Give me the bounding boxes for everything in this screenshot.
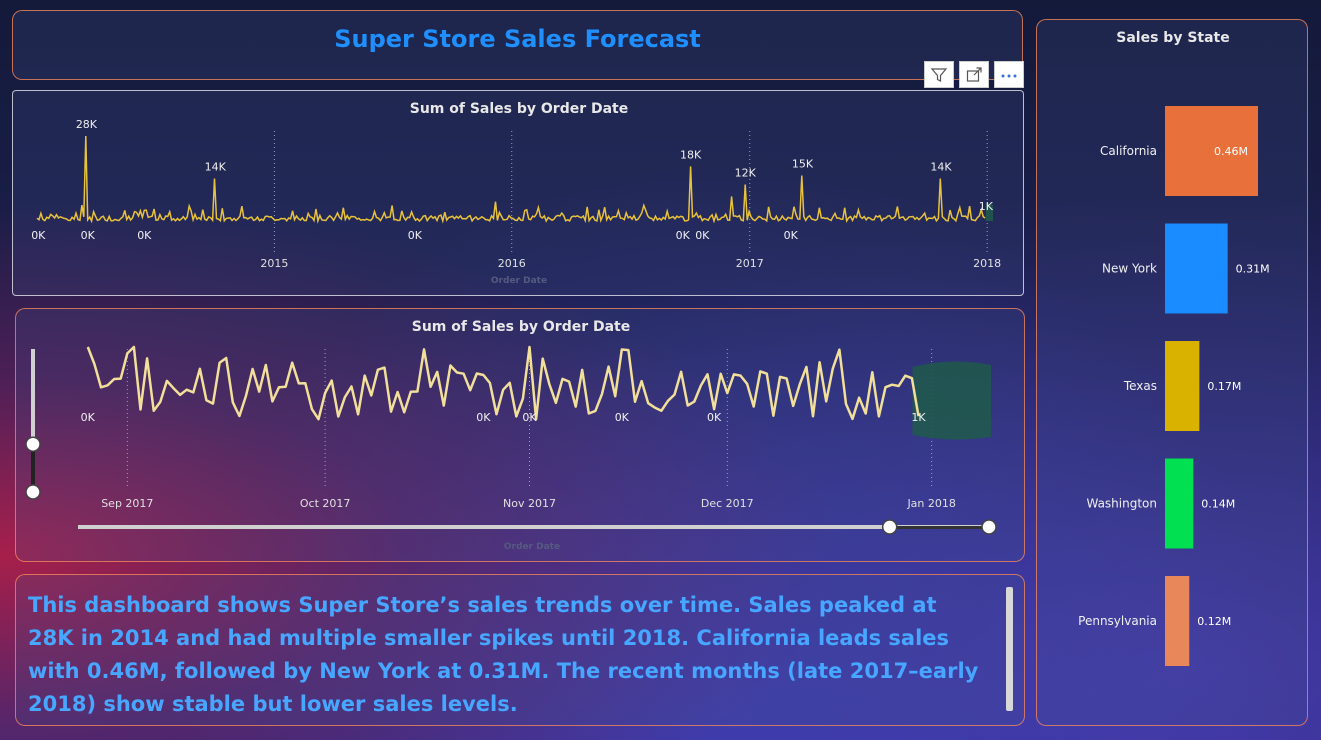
bar-value-label: 0.17M (1207, 380, 1241, 393)
filter-button[interactable] (924, 61, 954, 88)
bar[interactable] (1165, 458, 1194, 549)
data-label: 1K (979, 200, 994, 213)
forecast-band (912, 361, 991, 440)
sales-line[interactable] (86, 345, 920, 421)
category-label: Texas (1123, 379, 1157, 393)
horizontal-range-slider[interactable] (78, 519, 997, 535)
data-label: 0K (615, 411, 630, 424)
data-label: 18K (680, 148, 702, 161)
data-label: 0K (31, 229, 46, 242)
data-label: 28K (76, 118, 98, 131)
x-tick-label: Oct 2017 (300, 497, 351, 510)
data-label: 0K (81, 229, 96, 242)
data-label: 0K (81, 411, 96, 424)
data-label: 0K (695, 229, 710, 242)
bar[interactable] (1165, 223, 1228, 314)
vertical-slider-handle-bottom[interactable] (25, 484, 41, 500)
bar-value-label: 0.31M (1236, 263, 1270, 276)
vertical-slider-range (31, 444, 35, 492)
bar[interactable] (1165, 341, 1200, 431)
data-label: 0K (707, 411, 722, 424)
data-label: 0K (784, 229, 799, 242)
chart-title: Sum of Sales by Order Date (412, 319, 631, 335)
filter-icon (930, 67, 948, 82)
x-tick-label: Nov 2017 (503, 497, 556, 510)
title-panel: Super Store Sales Forecast (12, 10, 1023, 80)
data-label: 1K (911, 411, 926, 424)
horizontal-slider-track (78, 525, 990, 529)
vertical-range-slider[interactable] (25, 349, 41, 500)
summary-scrollbar[interactable] (1006, 587, 1013, 711)
vertical-slider-track (31, 349, 35, 493)
x-tick-label: Jan 2018 (906, 497, 955, 510)
data-label: 0K (522, 411, 537, 424)
data-label: 15K (792, 157, 814, 170)
data-label: 14K (205, 161, 227, 174)
data-label: 0K (476, 411, 491, 424)
bar[interactable] (1165, 106, 1258, 196)
sales-by-state-svg: Sales by State California 0.46M New York 0.… (1078, 30, 1270, 666)
data-label: 0K (408, 229, 423, 242)
focus-mode-icon (966, 66, 982, 82)
category-label: New York (1102, 262, 1157, 276)
x-tick-label: 2017 (736, 257, 764, 270)
visual-header-toolbar (924, 61, 1024, 89)
forecast-band (985, 203, 993, 221)
category-label: Washington (1086, 497, 1157, 511)
more-options-button[interactable] (994, 61, 1024, 88)
sales-line[interactable] (36, 135, 986, 224)
data-label: 12K (735, 167, 757, 180)
bar[interactable] (1165, 576, 1190, 666)
summary-text: This dashboard shows Super Store’s sales… (28, 593, 979, 716)
x-tick-label: Dec 2017 (701, 497, 754, 510)
sales-by-state-chart[interactable]: Sales by State California 0.46M New York 0.… (1036, 19, 1308, 726)
x-axis-label: Order Date (504, 542, 560, 552)
bar-value-label: 0.12M (1197, 615, 1231, 628)
horizontal-slider-handle-end[interactable] (981, 519, 997, 535)
x-tick-label: 2015 (260, 257, 288, 270)
more-options-icon (1001, 74, 1017, 77)
summary-panel: This dashboard shows Super Store’s sales… (15, 574, 1025, 726)
sales-by-date-zoom-chart[interactable]: Sum of Sales by Order Date 0K 0K 0K 0K 0K 1K … (15, 308, 1025, 562)
category-label: Pennsylvania (1078, 614, 1157, 628)
horizontal-slider-handle-start[interactable] (881, 519, 898, 535)
chart-title: Sum of Sales by Order Date (410, 101, 629, 117)
horizontal-slider-range (889, 526, 989, 529)
data-label: 0K (137, 229, 152, 242)
category-label: California (1100, 144, 1157, 158)
sales-by-date-svg: Sum of Sales by Order Date 0K 0K 28K 0K 14K 0… (31, 101, 1001, 286)
data-label: 0K (676, 229, 691, 242)
sales-by-date-chart[interactable]: Sum of Sales by Order Date 0K 0K 28K 0K 14K 0… (12, 90, 1024, 296)
focus-mode-button[interactable] (959, 61, 989, 88)
x-tick-label: 2016 (498, 257, 526, 270)
x-tick-label: 2018 (973, 257, 1001, 270)
vertical-slider-handle-top[interactable] (25, 436, 41, 452)
bar-value-label: 0.14M (1201, 498, 1235, 511)
bar-value-label: 0.46M (1214, 145, 1248, 158)
x-axis-label: Order Date (491, 276, 547, 286)
dashboard-title: Super Store Sales Forecast (334, 25, 701, 53)
chart-title: Sales by State (1116, 30, 1229, 46)
x-tick-label: Sep 2017 (101, 497, 153, 510)
sales-by-date-zoom-svg: Sum of Sales by Order Date 0K 0K 0K 0K 0K 1K … (25, 319, 997, 552)
data-label: 14K (930, 161, 952, 174)
